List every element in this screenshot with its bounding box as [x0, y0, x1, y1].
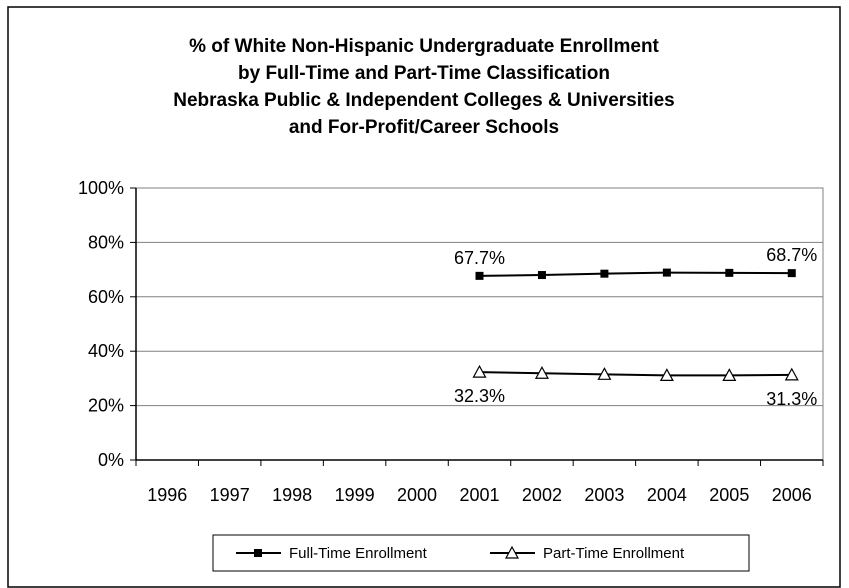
- x-tick-label: 2003: [584, 485, 624, 505]
- point-part-time: [597, 367, 612, 380]
- x-tick-label: 2000: [397, 485, 437, 505]
- y-tick-label: 40%: [88, 341, 124, 361]
- series-line-full-time: [479, 271, 792, 277]
- legend-marker-part-time: [504, 545, 520, 559]
- point-full-time: [537, 271, 546, 280]
- plot-area: [135, 187, 824, 461]
- data-label: 31.3%: [766, 389, 817, 409]
- legend-label-part-time: Part-Time Enrollment: [543, 545, 685, 562]
- x-tick-label: 2005: [709, 485, 749, 505]
- y-tick-label: 80%: [88, 232, 124, 252]
- chart-title: % of White Non-Hispanic Undergraduate En…: [173, 36, 675, 138]
- title-line-4: and For-Profit/Career Schools: [289, 117, 559, 138]
- legend: Full-Time Enrollment Part-Time Enrollmen…: [212, 534, 750, 572]
- x-tick-label: 2004: [647, 485, 687, 505]
- y-tick-label: 100%: [78, 178, 124, 198]
- x-tick-label: 1997: [210, 485, 250, 505]
- x-tick-label: 2001: [459, 485, 499, 505]
- x-tick-label: 1998: [272, 485, 312, 505]
- y-tick-label: 60%: [88, 287, 124, 307]
- legend-label-full-time: Full-Time Enrollment: [289, 545, 428, 562]
- point-part-time: [722, 368, 737, 382]
- data-label: 67.7%: [454, 248, 505, 268]
- point-full-time: [600, 269, 609, 278]
- point-part-time: [784, 367, 799, 381]
- legend-box: [212, 534, 750, 572]
- title-line-2: by Full-Time and Part-Time Classificatio…: [238, 63, 610, 84]
- point-part-time: [472, 364, 487, 378]
- x-tick-label: 1999: [335, 485, 375, 505]
- grid-lines: [136, 241, 823, 407]
- series-line-part-time: [479, 371, 792, 377]
- title-line-3: Nebraska Public & Independent Colleges &…: [173, 90, 675, 111]
- legend-marker-full-time: [254, 549, 262, 557]
- point-part-time: [534, 365, 549, 379]
- y-tick-label: 0%: [98, 450, 124, 470]
- data-label: 68.7%: [766, 245, 817, 265]
- point-full-time: [725, 268, 734, 277]
- x-tick-label: 2002: [522, 485, 562, 505]
- point-full-time: [662, 268, 671, 277]
- title-line-1: % of White Non-Hispanic Undergraduate En…: [189, 36, 659, 57]
- point-full-time: [787, 269, 796, 278]
- point-full-time: [475, 271, 484, 280]
- series-layer: [472, 268, 799, 382]
- data-label: 32.3%: [454, 386, 505, 406]
- point-part-time: [659, 368, 674, 382]
- x-tick-label: 1996: [147, 485, 187, 505]
- axes: 0% 20% 40% 60% 80% 100% 1996 1997 1998 1999 2000 20…: [78, 178, 824, 505]
- data-labels: 67.7% 68.7% 32.3% 31.3%: [454, 245, 817, 409]
- x-tick-label: 2006: [772, 485, 812, 505]
- y-tick-label: 20%: [88, 396, 124, 416]
